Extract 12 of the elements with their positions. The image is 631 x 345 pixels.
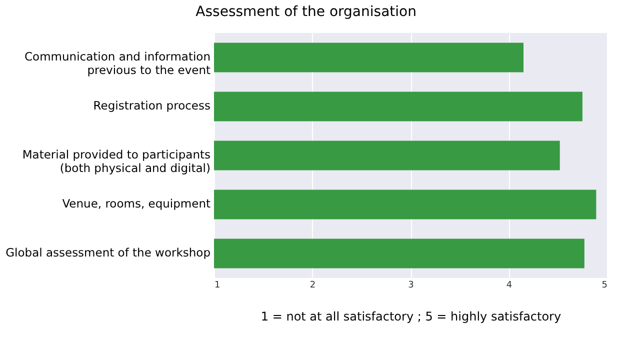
y-tick-label: Material provided to participants (both physical and digital) <box>22 148 210 175</box>
x-axis-title: 1 = not at all satisfactory ; 5 = highly satisfactory <box>260 310 562 324</box>
y-tick-label: Venue, rooms, equipment <box>62 196 211 210</box>
y-tick-label: Global assessment of the workshop <box>6 246 210 260</box>
x-tick-label: 5 <box>602 280 608 290</box>
x-tick-label: 1 <box>214 280 220 290</box>
y-tick-label: Communication and information previous to the event <box>24 50 211 77</box>
chart-title: Assessment of the organisation <box>196 4 416 20</box>
y-tick-label: Registration process <box>93 98 210 112</box>
x-tick-label: 2 <box>310 280 316 290</box>
x-tick-label: 3 <box>408 280 414 290</box>
x-tick-label: 4 <box>506 280 512 290</box>
